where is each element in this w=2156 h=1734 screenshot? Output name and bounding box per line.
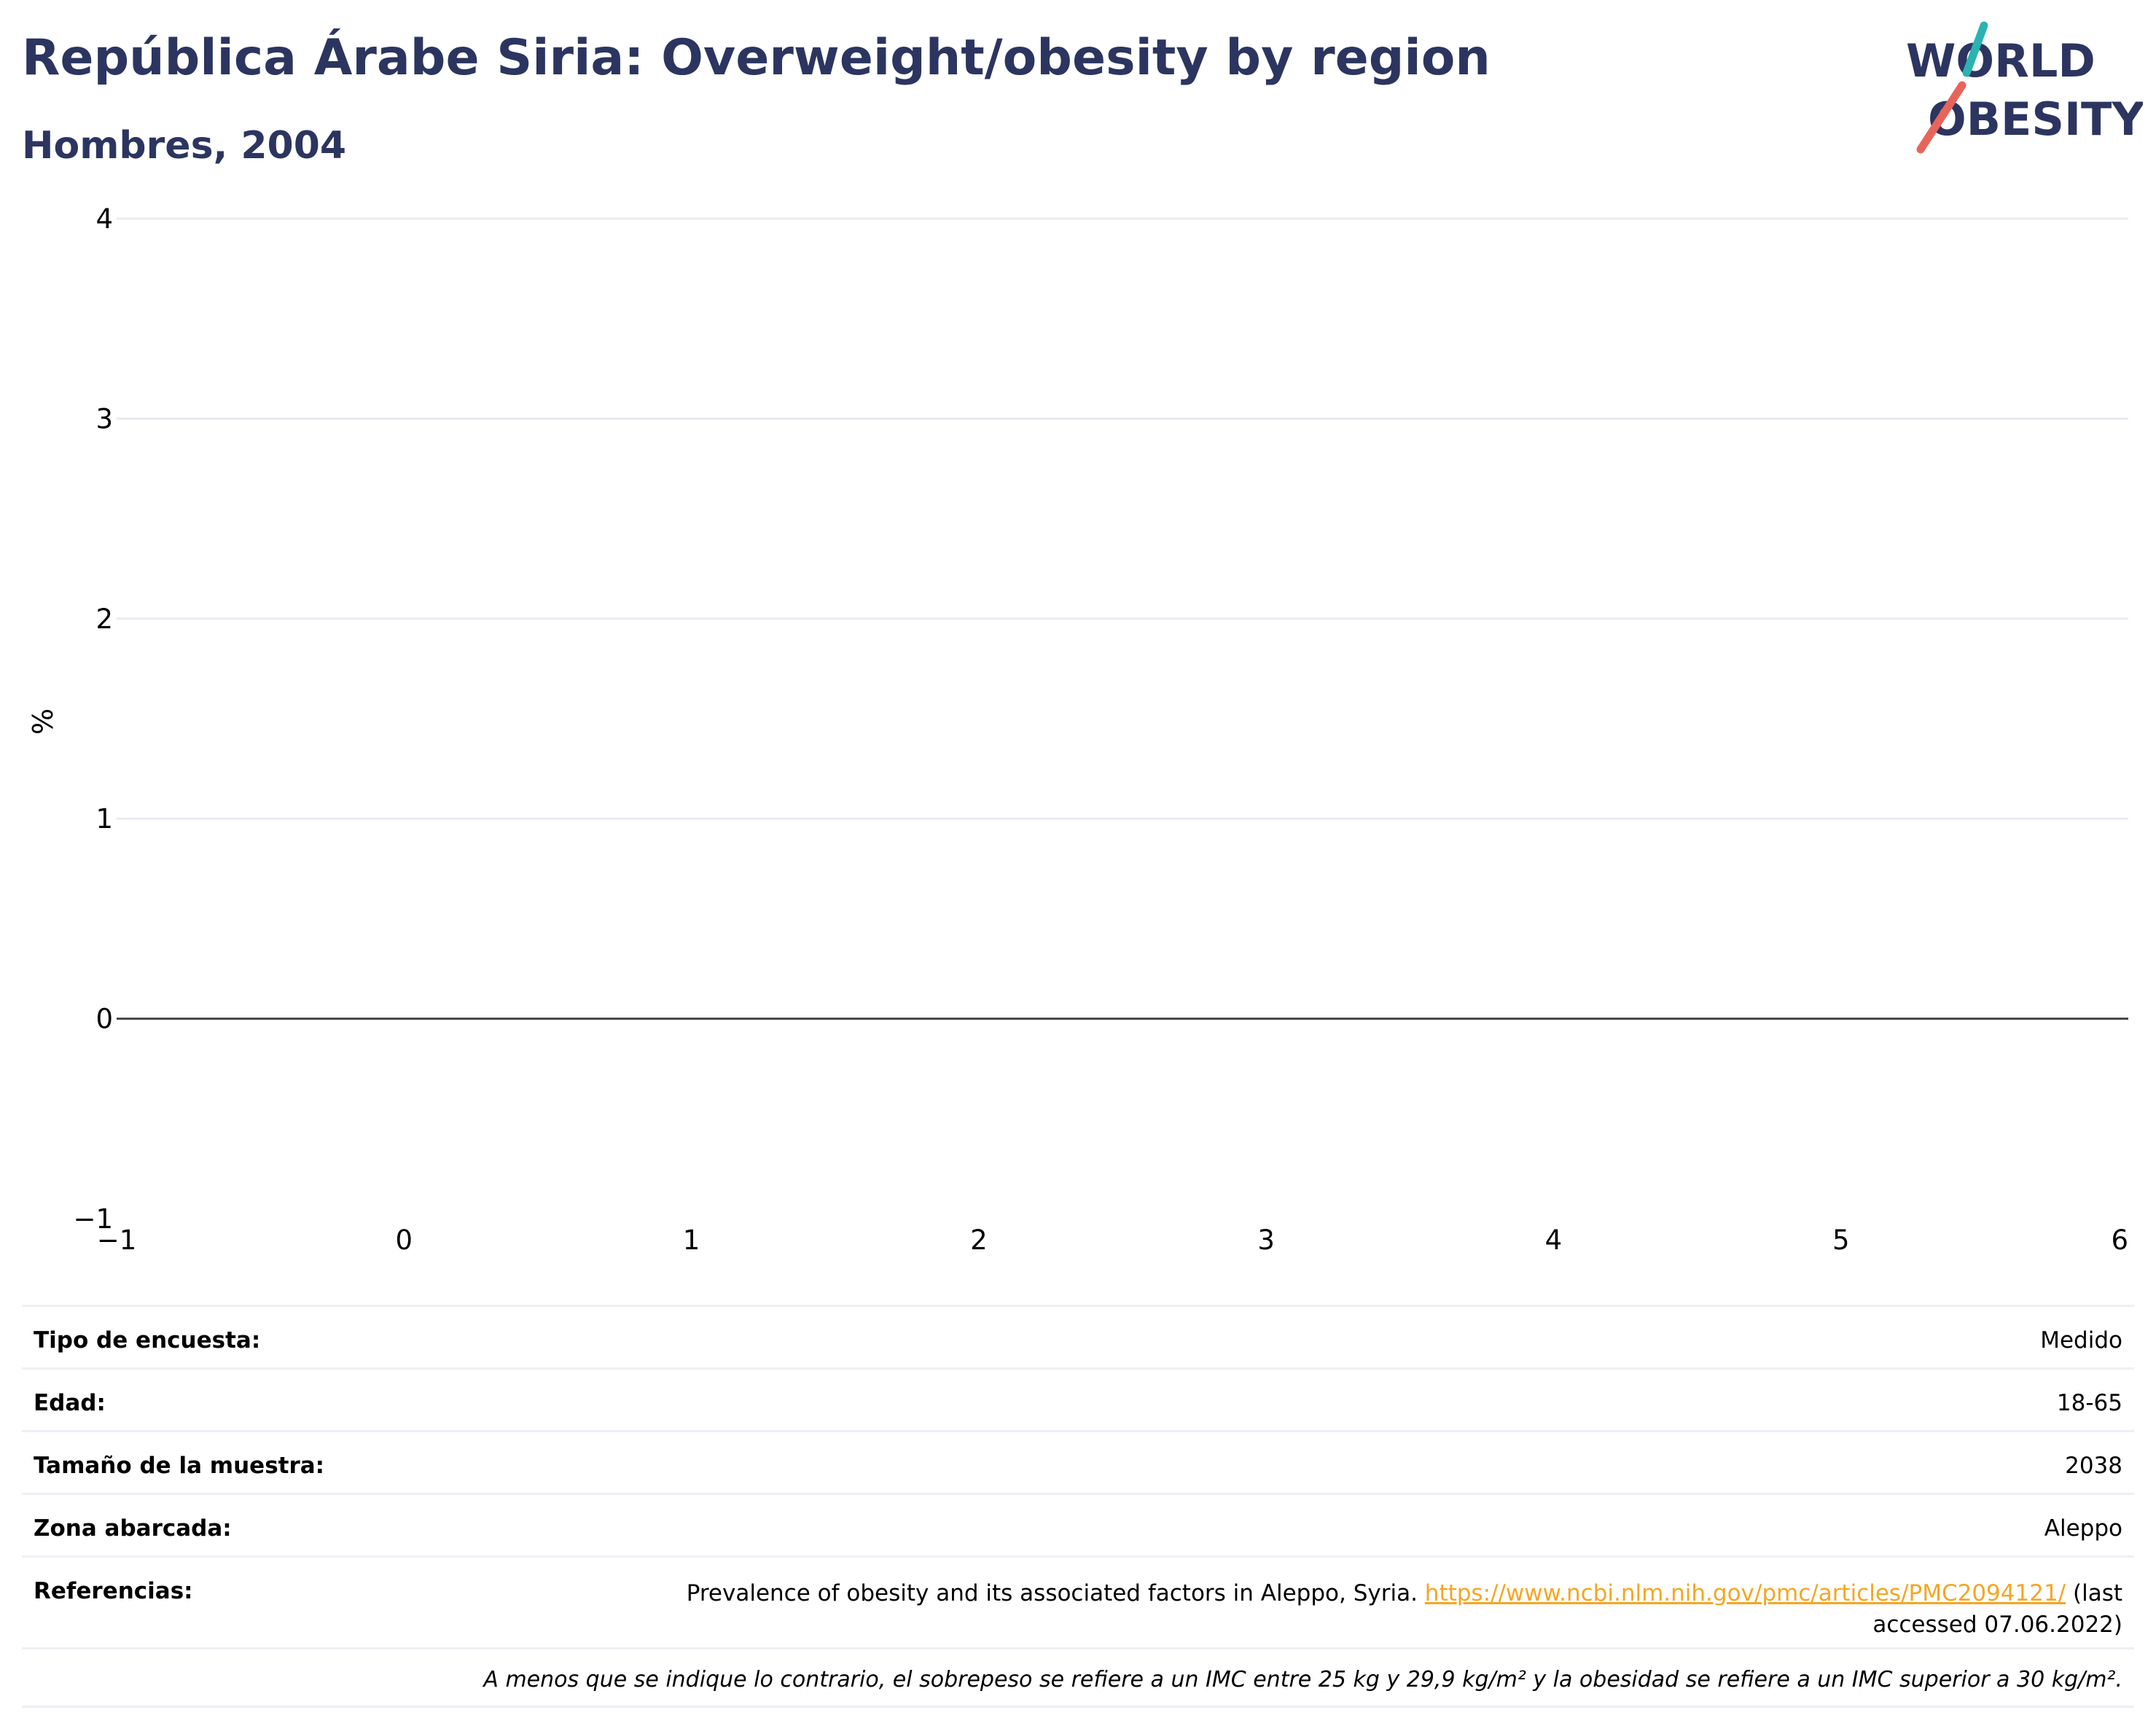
- info-value: Medido: [2040, 1327, 2122, 1354]
- logo-text-obesity: OBESITY: [1928, 93, 2143, 146]
- x-tick-label: −1: [97, 1225, 137, 1256]
- x-tick-label: 6: [2111, 1225, 2128, 1256]
- y-tick-label: −1: [73, 1203, 113, 1235]
- y-tick-label: 2: [95, 604, 113, 635]
- info-value: 18-65: [2056, 1390, 2122, 1416]
- x-tick-label: 3: [1257, 1225, 1275, 1256]
- x-tick-label: 5: [1832, 1225, 1850, 1256]
- gridlines: [117, 217, 2128, 820]
- info-row-area: Zona abarcada: Aleppo: [22, 1493, 2134, 1555]
- reference-text: Prevalence of obesity and its associated…: [686, 1580, 1418, 1606]
- reference-accessed: accessed 07.06.2022): [1872, 1612, 2122, 1638]
- reference-link[interactable]: https://www.ncbi.nlm.nih.gov/pmc/article…: [1424, 1580, 2066, 1606]
- definition-note: A menos que se indique lo contrario, el …: [22, 1647, 2134, 1708]
- logo-slash-top: [1962, 21, 1988, 77]
- page-subtitle: Hombres, 2004: [22, 124, 347, 168]
- y-axis-ticks: −1 0 1 2 3 4: [73, 203, 113, 1235]
- y-tick-label: 4: [95, 203, 113, 235]
- info-value: Aleppo: [2044, 1515, 2122, 1542]
- info-label: Edad:: [34, 1390, 106, 1416]
- x-tick-label: 1: [683, 1225, 700, 1256]
- info-label: Referencias:: [34, 1578, 193, 1604]
- references-value: Prevalence of obesity and its associated…: [687, 1578, 2122, 1641]
- x-axis-ticks: −1 0 1 2 3 4 5 6: [97, 1225, 2128, 1256]
- info-row-survey-type: Tipo de encuesta: Medido: [22, 1305, 2134, 1367]
- logo-slash-bottom: [1916, 81, 1966, 154]
- x-tick-label: 2: [970, 1225, 988, 1256]
- reference-after-link: (last: [2072, 1580, 2122, 1606]
- info-value: 2038: [2065, 1453, 2122, 1479]
- chart-area: −1 0 1 2 3 4 −1 0 1 2 3 4 5 6 %: [27, 203, 2128, 1256]
- info-label: Tipo de encuesta:: [34, 1327, 261, 1354]
- y-tick-label: 1: [95, 803, 113, 835]
- world-obesity-logo: WORLD OBESITY: [1906, 21, 2143, 154]
- info-label: Zona abarcada:: [34, 1515, 232, 1542]
- info-row-age: Edad: 18-65: [22, 1367, 2134, 1430]
- info-row-references: Referencias: Prevalence of obesity and i…: [22, 1555, 2134, 1647]
- page-title: República Árabe Siria: Overweight/obesit…: [22, 29, 1491, 87]
- info-row-sample-size: Tamaño de la muestra: 2038: [22, 1430, 2134, 1493]
- info-label: Tamaño de la muestra:: [34, 1453, 325, 1479]
- y-tick-label: 3: [95, 403, 113, 434]
- survey-info-table: Tipo de encuesta: Medido Edad: 18-65 Tam…: [22, 1305, 2134, 1708]
- x-tick-label: 4: [1545, 1225, 1563, 1256]
- x-tick-label: 0: [396, 1225, 413, 1256]
- logo-text-world: WORLD: [1906, 34, 2096, 87]
- y-axis-label: %: [27, 708, 59, 735]
- y-tick-label: 0: [95, 1004, 113, 1035]
